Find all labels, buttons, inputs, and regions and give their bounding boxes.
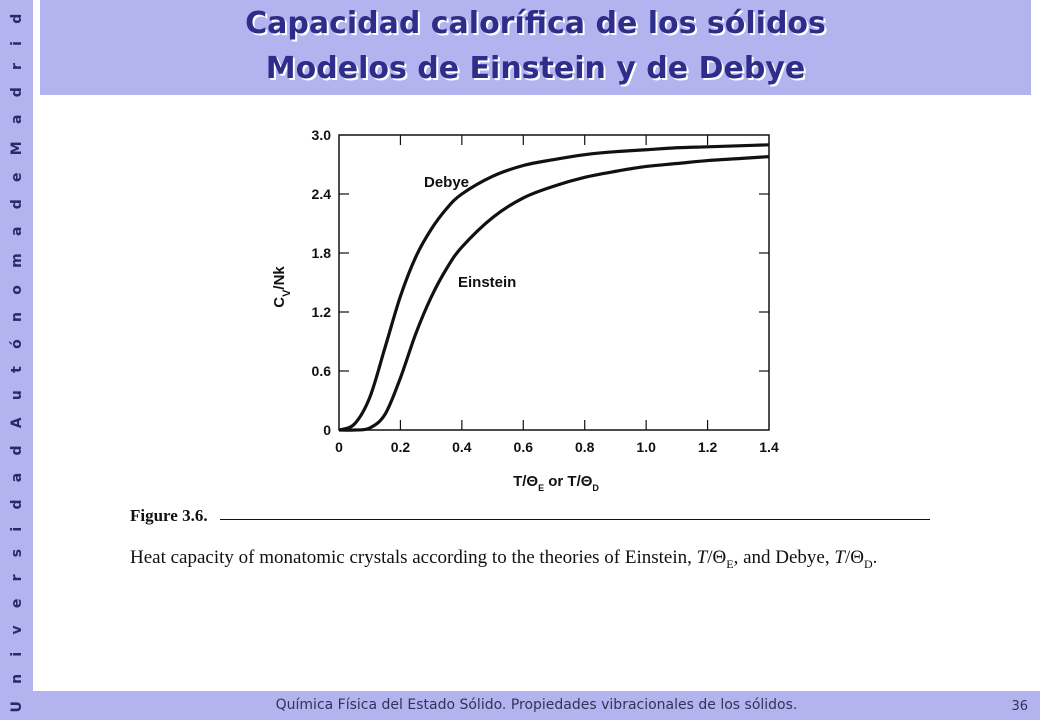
sidebar: U n i v e r s i d a d A u t ó n o m a d …: [0, 0, 33, 720]
x-tick-label: 0.8: [575, 439, 595, 455]
chart-series: [338, 143, 770, 432]
y-axis-label: CV/Nk: [271, 266, 293, 308]
x-tick-label: 1.4: [759, 439, 779, 455]
caption-head: Figure 3.6.: [130, 506, 930, 526]
caption-rule: [219, 518, 930, 520]
series-einstein-line: [338, 155, 770, 432]
y-tick-label: 1.8: [312, 245, 332, 261]
series-debye-line: [338, 143, 770, 432]
x-axis-label: T/ΘE or T/ΘD: [513, 473, 599, 493]
chart-grid: [339, 135, 769, 430]
heat-capacity-chart: 0 0.2 0.4 0.6 0.8 1.0 1.2 1.4 0 0.6 1.2 1.8 2.4 3.0 D…: [271, 127, 779, 493]
y-tick-label: 0.6: [312, 363, 332, 379]
annotation-einstein: Einstein: [458, 274, 516, 291]
plot-frame: [338, 134, 770, 431]
x-tick-label: 0: [335, 439, 343, 455]
slide-title: Capacidad calorífica de los sólidos: [245, 6, 826, 41]
y-tick-label: 0: [323, 422, 331, 438]
slide-subtitle: Modelos de Einstein y de Debye: [265, 51, 806, 86]
caption-text: Heat capacity of monatomic crystals acco…: [130, 547, 878, 571]
footer-bar: Química Física del Estado Sólido. Propie…: [33, 691, 1040, 720]
figure-label: Figure 3.6.: [130, 506, 208, 525]
university-name: U n i v e r s i d a d A u t ó n o m a d …: [8, 7, 25, 713]
x-tick-label: 0.2: [391, 439, 411, 455]
x-tick-label: 1.2: [698, 439, 718, 455]
title-bar: Capacidad calorífica de los sólidos Mode…: [40, 0, 1031, 95]
y-tick-label: 1.2: [312, 304, 332, 320]
y-tick-label: 3.0: [312, 127, 332, 143]
page-number: 36: [1011, 699, 1028, 714]
x-tick-label: 0.6: [514, 439, 534, 455]
annotation-debye: Debye: [424, 174, 469, 191]
x-tick-label: 1.0: [636, 439, 656, 455]
x-tick-label: 0.4: [452, 439, 472, 455]
footer-text: Química Física del Estado Sólido. Propie…: [275, 697, 798, 713]
y-tick-label: 2.4: [312, 186, 332, 202]
figure-caption: Figure 3.6. Heat capacity of monatomic c…: [130, 506, 930, 578]
chart-labels: 0 0.2 0.4 0.6 0.8 1.0 1.2 1.4 0 0.6 1.2 1.8 2.4 3.0: [312, 127, 779, 455]
